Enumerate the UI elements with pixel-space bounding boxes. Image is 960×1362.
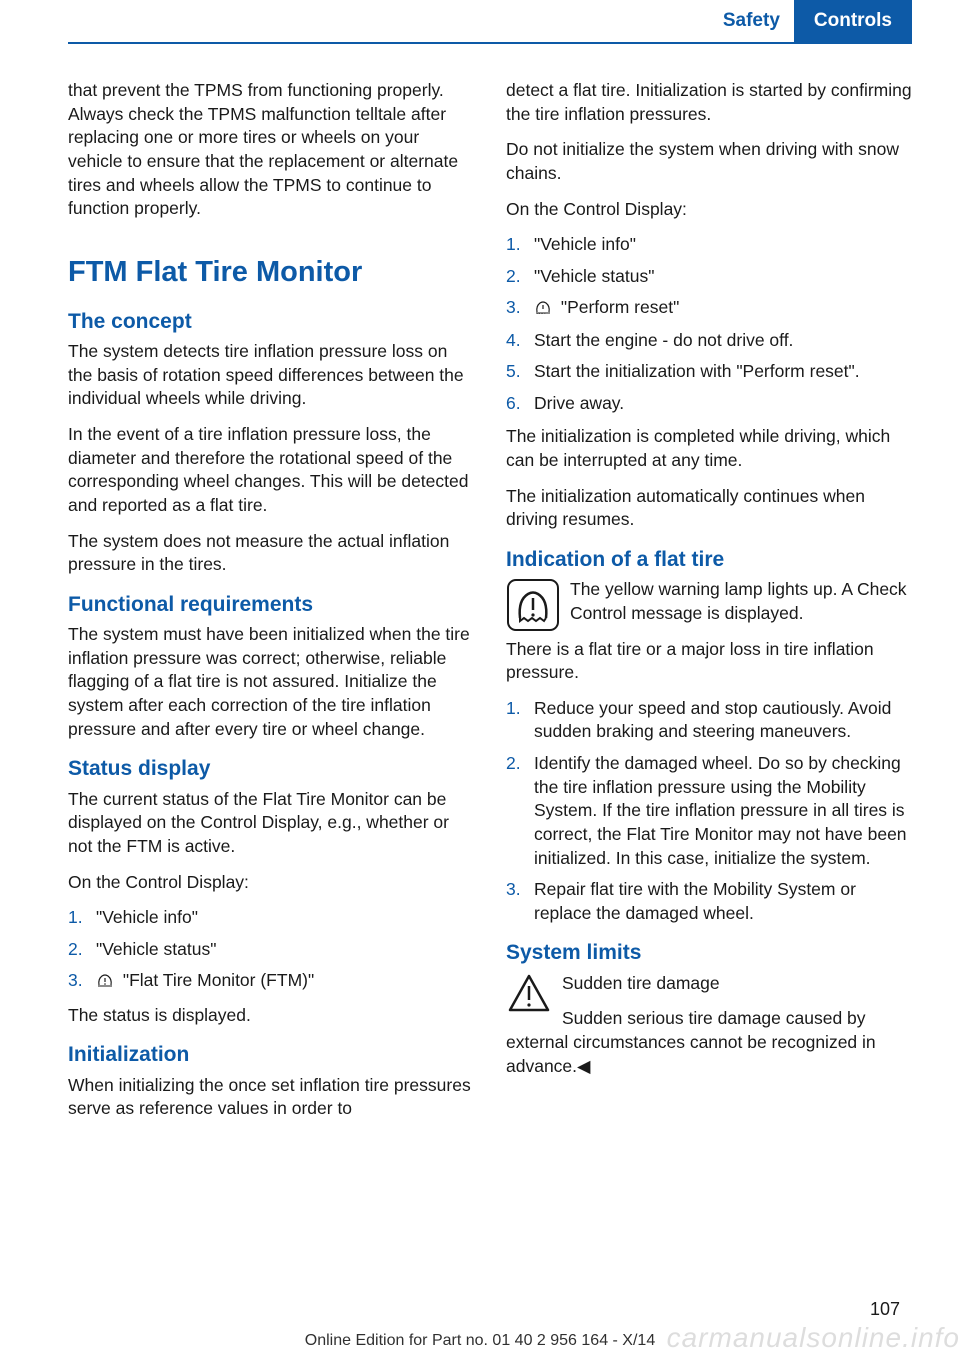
header-section-safety: Safety (709, 0, 794, 42)
subheading-concept: The concept (68, 308, 474, 336)
indication-block: The yellow warning lamp lights up. A Che… (506, 578, 912, 697)
concept-paragraph-1: The system detects tire inflation pressu… (68, 340, 474, 411)
intro-paragraph: that prevent the TPMS from functioning p… (68, 79, 474, 221)
init-paragraph-1: When initializing the once set inflation… (68, 1074, 474, 1121)
list-item: Drive away. (506, 392, 912, 416)
concept-paragraph-2: In the event of a tire inflation pressur… (68, 423, 474, 518)
subheading-initialization: Initialization (68, 1041, 474, 1069)
concept-paragraph-3: The system does not measure the actual i… (68, 530, 474, 577)
list-item: "Flat Tire Monitor (FTM)" (68, 969, 474, 993)
status-paragraph-3: The status is displayed. (68, 1004, 474, 1028)
indication-paragraph-1: The yellow warning lamp lights up. A Che… (506, 578, 912, 625)
subheading-system-limits: System limits (506, 939, 912, 967)
subheading-status-display: Status display (68, 755, 474, 783)
header-section-controls: Controls (794, 0, 912, 42)
list-item: Identify the damaged wheel. Do so by che… (506, 752, 912, 870)
indication-steps: Reduce your speed and stop cautiously. A… (506, 697, 912, 926)
flat-tire-warning-lamp-icon (506, 578, 560, 632)
list-item: "Vehicle status" (506, 265, 912, 289)
left-column: that prevent the TPMS from functioning p… (68, 79, 474, 1133)
list-item: Start the initialization with "Perform r… (506, 360, 912, 384)
list-item-label: "Flat Tire Monitor (FTM)" (118, 970, 314, 990)
list-item: "Vehicle info" (68, 906, 474, 930)
tpms-icon (96, 970, 114, 994)
page-header: Safety Controls (0, 0, 960, 42)
warning-triangle-icon (506, 972, 552, 1014)
funcreq-paragraph: The system must have been initialized wh… (68, 623, 474, 741)
list-item-label: "Perform reset" (556, 297, 679, 317)
status-paragraph-1: The current status of the Flat Tire Moni… (68, 788, 474, 859)
list-item: Repair flat tire with the Mobility Syste… (506, 878, 912, 925)
syslim-paragraph-2: Sudden serious tire damage caused by ext… (506, 1007, 912, 1078)
list-item: INIT "Perform reset" (506, 296, 912, 320)
list-item: "Vehicle info" (506, 233, 912, 257)
syslim-paragraph-1: Sudden tire damage (506, 972, 912, 996)
subheading-functional-requirements: Functional requirements (68, 591, 474, 619)
init-paragraph-4: On the Control Display: (506, 198, 912, 222)
system-limits-block: Sudden tire damage Sudden serious tire d… (506, 972, 912, 1091)
section-title-ftm: FTM Flat Tire Monitor (68, 253, 474, 292)
right-column: detect a flat tire. Initialization is st… (506, 79, 912, 1133)
subheading-indication: Indication of a flat tire (506, 546, 912, 574)
status-display-steps: "Vehicle info" "Vehicle status" "Flat Ti… (68, 906, 474, 993)
watermark: carmanualsonline.info (667, 1322, 960, 1354)
list-item: Reduce your speed and stop cautiously. A… (506, 697, 912, 744)
init-paragraph-3: Do not initialize the system when drivin… (506, 138, 912, 185)
init-paragraph-5: The initialization is completed while dr… (506, 425, 912, 472)
indication-paragraph-2: There is a flat tire or a major loss in … (506, 638, 912, 685)
list-item: Start the engine - do not drive off. (506, 329, 912, 353)
init-paragraph-2: detect a flat tire. Initialization is st… (506, 79, 912, 126)
status-paragraph-2: On the Control Display: (68, 871, 474, 895)
tpms-init-icon: INIT (534, 297, 552, 321)
page-content: that prevent the TPMS from functioning p… (0, 44, 960, 1133)
page-number: 107 (870, 1299, 900, 1320)
initialization-steps: "Vehicle info" "Vehicle status" INIT "Pe… (506, 233, 912, 415)
init-paragraph-6: The initialization automatically continu… (506, 485, 912, 532)
list-item: "Vehicle status" (68, 938, 474, 962)
